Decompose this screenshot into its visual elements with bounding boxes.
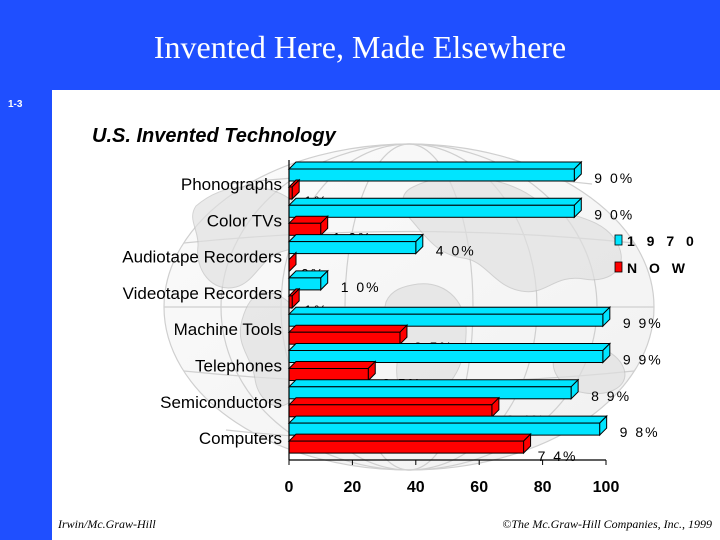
category-label-videotape-recorders: Videotape Recorders [123, 284, 282, 303]
value-label-1970-computers: 9 8% [620, 424, 660, 440]
x-tick-label-80: 80 [534, 479, 552, 496]
bar-1970-audiotape-recorders [287, 233, 425, 255]
bar-now-machine-tools [287, 323, 409, 346]
legend-now-label: N O W [627, 260, 689, 276]
category-label-machine-tools: Machine Tools [174, 320, 282, 339]
category-label-audiotape-recorders: Audiotape Recorders [122, 248, 282, 267]
footer-right: ©The Mc.Graw-Hill Companies, Inc., 1999 [502, 517, 712, 531]
x-tick-label-20: 20 [344, 479, 362, 496]
bar-1970-videotape-recorders [287, 269, 329, 292]
side-accent [0, 90, 52, 540]
value-label-1970-audiotape-recorders: 4 0% [436, 243, 476, 259]
category-label-telephones: Telephones [195, 357, 282, 376]
value-label-1970-telephones: 9 9% [623, 352, 663, 368]
slide-number: 1-3 [8, 99, 23, 110]
category-label-phonographs: Phonographs [181, 175, 282, 194]
legend-layer: 1 9 7 0 N O W [614, 233, 698, 276]
x-tick-label-40: 40 [407, 479, 425, 496]
bar-now-phonographs [287, 178, 301, 201]
value-label-1970-semiconductors: 8 9% [591, 388, 631, 404]
value-label-1970-color-tvs: 9 0% [594, 206, 634, 222]
bar-1970-computers [287, 414, 608, 437]
category-label-semiconductors: Semiconductors [160, 393, 282, 412]
value-label-1970-phonographs: 9 0% [594, 170, 634, 186]
x-tick-label-0: 0 [285, 479, 294, 496]
bar-1970-semiconductors [287, 378, 580, 401]
title-bar [0, 0, 720, 90]
value-label-now-computers: 7 4% [538, 448, 578, 464]
x-tick-label-60: 60 [470, 479, 488, 496]
value-label-1970-videotape-recorders: 1 0% [341, 279, 381, 295]
slide-title: Invented Here, Made Elsewhere [153, 29, 567, 65]
bar-now-telephones [287, 360, 377, 382]
value-label-1970-machine-tools: 9 9% [623, 315, 663, 331]
bar-1970-phonographs [287, 160, 583, 183]
category-label-computers: Computers [199, 429, 282, 448]
bar-now-semiconductors [287, 396, 501, 419]
legend-1970-swatch [614, 234, 623, 246]
bar-1970-machine-tools [287, 305, 612, 328]
bar-1970-color-tvs [287, 197, 583, 219]
footer-left: Irwin/Mc.Graw-Hill [58, 517, 156, 531]
bar-layer: 9 0%1%9 0%1 0%4 0%0%1 0%1%9 9%3 5%9 9%2 … [287, 160, 663, 464]
legend-1970-label: 1 9 7 0 [627, 233, 698, 249]
x-tick-label-100: 100 [593, 479, 620, 496]
category-label-layer: Phonographs Color TVs Audiotape Recorders V… [122, 175, 282, 448]
axis-layer: 0 20 40 60 80 100 [285, 160, 620, 496]
chart-title: U.S. Invented Technology [92, 125, 337, 147]
category-label-color-tvs: Color TVs [207, 211, 282, 230]
legend-now-swatch [614, 261, 623, 273]
bar-1970-telephones [287, 342, 612, 364]
bar-now-computers [287, 432, 532, 455]
bar-now-color-tvs [287, 215, 329, 237]
